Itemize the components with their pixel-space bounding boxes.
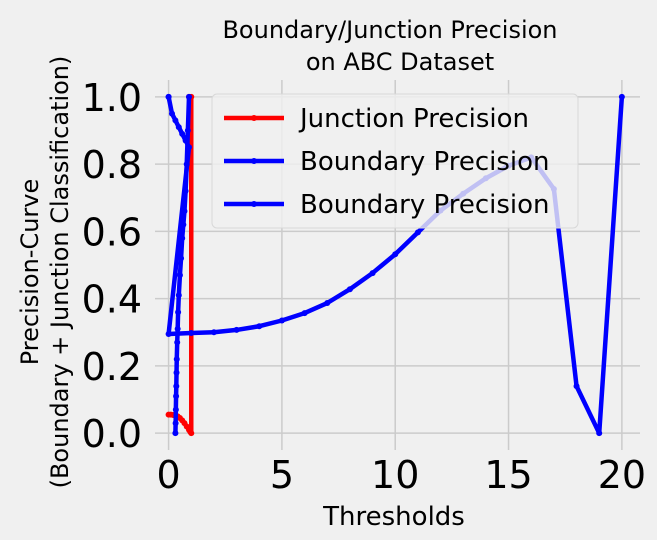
- data-point: [165, 330, 172, 337]
- data-point: [188, 329, 195, 336]
- data-point: [618, 93, 625, 100]
- data-point: [168, 110, 175, 117]
- chart-title-line-2: on ABC Dataset: [306, 48, 494, 76]
- data-point: [256, 323, 263, 330]
- data-point: [175, 124, 182, 131]
- data-point: [573, 383, 580, 390]
- data-point: [174, 339, 181, 346]
- legend-marker: [251, 158, 257, 164]
- data-point: [184, 127, 191, 134]
- legend-item: Junction Precision: [224, 104, 529, 134]
- y-tick-label: 0.8: [82, 143, 142, 187]
- data-point: [165, 93, 172, 100]
- data-point: [182, 137, 189, 144]
- chart-title-line-1: Boundary/Junction Precision: [222, 16, 557, 44]
- legend-item: Boundary Precision: [224, 190, 550, 220]
- legend-marker: [251, 201, 257, 207]
- data-point: [185, 93, 192, 100]
- legend: Junction Precision Boundary Precision Boun…: [211, 93, 579, 229]
- data-point: [346, 286, 353, 293]
- data-point: [301, 310, 308, 317]
- data-point: [175, 292, 182, 299]
- legend-label: Boundary Precision: [300, 147, 550, 177]
- data-point: [173, 369, 180, 376]
- data-point: [233, 326, 240, 333]
- legend-label: Junction Precision: [298, 104, 529, 134]
- data-point: [173, 393, 180, 400]
- axes: 0 5 10 15 20 0.0 0.2 0.4 0.6 0.8 1.0: [82, 76, 646, 497]
- x-axis-label: Thresholds: [322, 502, 465, 532]
- data-point: [178, 255, 185, 262]
- legend-box: [211, 93, 579, 229]
- y-tick-label: 1.0: [82, 76, 142, 120]
- legend-marker: [251, 115, 257, 121]
- x-tick-label: 15: [484, 453, 532, 497]
- y-axis-label-line-2: (Boundary + Junction Classification): [46, 56, 74, 489]
- data-point: [172, 117, 179, 124]
- legend-label: Boundary Precision: [300, 190, 550, 220]
- x-tick-label: 10: [371, 453, 419, 497]
- data-point: [176, 272, 183, 279]
- x-tick-label: 5: [270, 453, 294, 497]
- y-tick-label: 0.4: [82, 278, 142, 322]
- y-axis-label-line-1: Precision-Curve: [16, 179, 44, 366]
- data-point: [392, 251, 399, 258]
- data-point: [174, 325, 181, 332]
- y-tick-label: 0.6: [82, 210, 142, 254]
- data-point: [172, 420, 179, 427]
- data-point: [188, 430, 195, 437]
- data-point: [414, 229, 421, 236]
- data-point: [369, 270, 376, 277]
- y-tick-label: 0.0: [82, 412, 142, 456]
- data-point: [324, 300, 331, 307]
- data-point: [173, 356, 180, 363]
- data-point: [596, 430, 603, 437]
- data-point: [179, 130, 186, 137]
- data-point: [185, 144, 192, 151]
- y-tick-label: 0.2: [82, 345, 142, 389]
- data-point: [175, 309, 182, 316]
- data-point: [278, 317, 285, 324]
- data-point: [172, 406, 179, 413]
- legend-item: Boundary Precision: [224, 147, 550, 177]
- x-tick-label: 0: [157, 453, 181, 497]
- data-point: [210, 329, 217, 336]
- x-tick-label: 20: [598, 453, 646, 497]
- data-point: [173, 383, 180, 390]
- data-point: [172, 430, 179, 437]
